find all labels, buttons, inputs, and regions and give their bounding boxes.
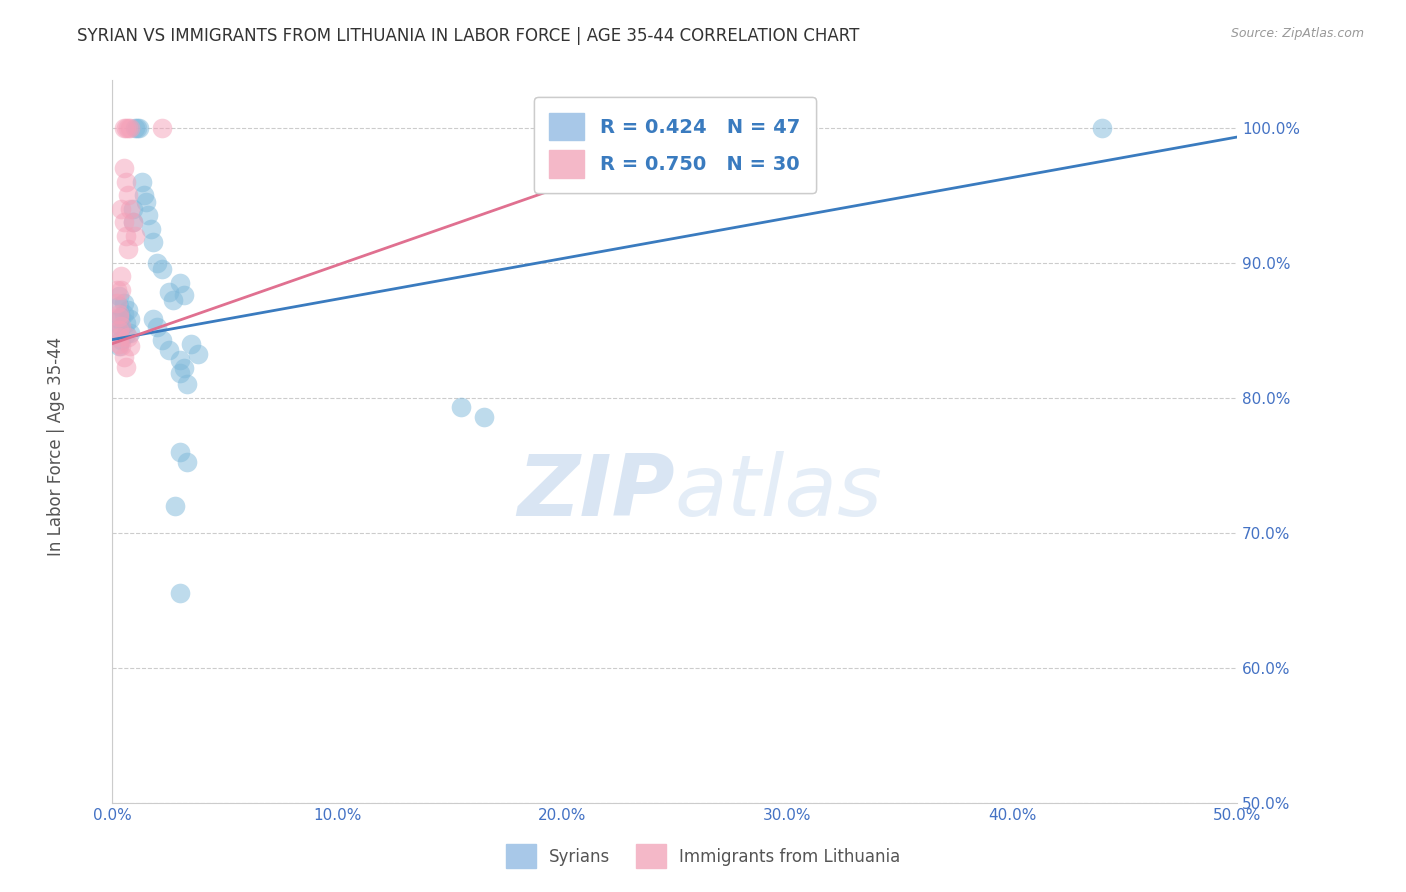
Point bbox=[120, 202, 142, 216]
Point bbox=[120, 339, 142, 353]
Point bbox=[108, 326, 131, 340]
Point bbox=[117, 120, 139, 135]
Point bbox=[105, 296, 128, 310]
Point bbox=[112, 307, 135, 321]
Point bbox=[110, 339, 132, 353]
Point bbox=[120, 312, 142, 326]
Point bbox=[112, 120, 135, 135]
Point bbox=[115, 327, 138, 342]
Point bbox=[110, 269, 132, 284]
Point bbox=[115, 228, 138, 243]
Point bbox=[142, 235, 165, 250]
Point bbox=[450, 400, 472, 414]
Point bbox=[110, 283, 132, 297]
Point bbox=[150, 120, 173, 135]
Text: In Labor Force | Age 35-44: In Labor Force | Age 35-44 bbox=[48, 336, 65, 556]
Point bbox=[117, 330, 139, 344]
Point bbox=[108, 339, 131, 353]
Point bbox=[132, 188, 155, 202]
Point bbox=[138, 208, 160, 222]
Point bbox=[108, 299, 131, 313]
Point bbox=[169, 586, 191, 600]
Point bbox=[124, 120, 146, 135]
Point bbox=[146, 320, 169, 334]
Point bbox=[108, 310, 131, 324]
Point bbox=[165, 499, 187, 513]
Point bbox=[169, 444, 191, 458]
Point bbox=[131, 175, 153, 189]
Point bbox=[105, 283, 128, 297]
Text: Source: ZipAtlas.com: Source: ZipAtlas.com bbox=[1230, 27, 1364, 40]
Point bbox=[169, 352, 191, 367]
Point bbox=[150, 262, 173, 277]
Point bbox=[472, 409, 495, 424]
Point bbox=[173, 360, 195, 375]
Point bbox=[176, 377, 198, 392]
Point bbox=[169, 276, 191, 290]
Point bbox=[110, 310, 132, 324]
Point bbox=[142, 312, 165, 326]
Point bbox=[108, 330, 131, 344]
Point bbox=[112, 161, 135, 175]
Point bbox=[115, 175, 138, 189]
Point bbox=[135, 194, 157, 209]
Point bbox=[162, 293, 184, 308]
Point bbox=[187, 347, 209, 361]
Point bbox=[121, 215, 143, 229]
Point bbox=[117, 188, 139, 202]
Point bbox=[108, 323, 131, 337]
Point bbox=[110, 319, 132, 334]
Point bbox=[110, 320, 132, 334]
Point bbox=[128, 120, 150, 135]
Point bbox=[120, 120, 142, 135]
Point bbox=[150, 333, 173, 347]
Point bbox=[173, 288, 195, 302]
Point bbox=[139, 222, 162, 236]
Point bbox=[127, 120, 149, 135]
Point bbox=[1091, 120, 1114, 135]
Point bbox=[146, 255, 169, 269]
Point bbox=[112, 350, 135, 364]
Point bbox=[108, 312, 131, 326]
Point bbox=[115, 317, 138, 331]
Point bbox=[180, 336, 202, 351]
Point bbox=[112, 296, 135, 310]
Point bbox=[117, 302, 139, 317]
Text: SYRIAN VS IMMIGRANTS FROM LITHUANIA IN LABOR FORCE | AGE 35-44 CORRELATION CHART: SYRIAN VS IMMIGRANTS FROM LITHUANIA IN L… bbox=[77, 27, 859, 45]
Point bbox=[115, 359, 138, 374]
Point bbox=[108, 289, 131, 303]
Point bbox=[112, 215, 135, 229]
Point bbox=[110, 333, 132, 347]
Point bbox=[157, 285, 180, 300]
Point bbox=[176, 455, 198, 469]
Legend: R = 0.424   N = 47, R = 0.750   N = 30: R = 0.424 N = 47, R = 0.750 N = 30 bbox=[534, 97, 815, 193]
Point bbox=[124, 228, 146, 243]
Point bbox=[157, 343, 180, 358]
Legend: Syrians, Immigrants from Lithuania: Syrians, Immigrants from Lithuania bbox=[499, 838, 907, 875]
Point bbox=[110, 202, 132, 216]
Point bbox=[117, 242, 139, 256]
Point bbox=[108, 336, 131, 351]
Text: atlas: atlas bbox=[675, 450, 883, 533]
Point bbox=[121, 215, 143, 229]
Text: ZIP: ZIP bbox=[517, 450, 675, 533]
Point bbox=[169, 367, 191, 381]
Point bbox=[120, 326, 142, 340]
Point bbox=[115, 120, 138, 135]
Point bbox=[108, 307, 131, 321]
Point bbox=[121, 202, 143, 216]
